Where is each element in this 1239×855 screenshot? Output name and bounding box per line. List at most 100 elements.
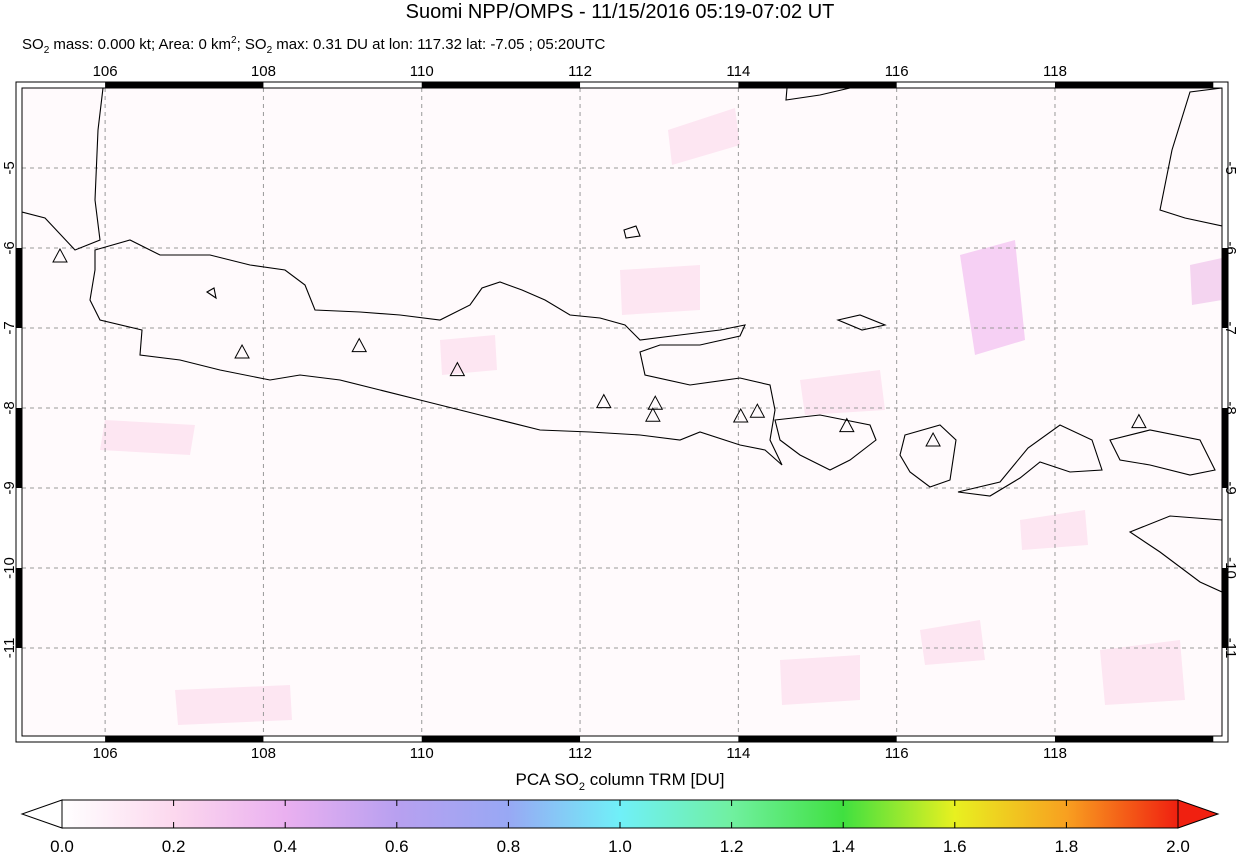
border-bar [16,408,22,488]
colorbar-tick-label: 1.6 [943,837,967,855]
x-tick-label: 112 [568,745,592,762]
x-tick-label: 106 [93,63,118,80]
x-tick-label: 116 [885,745,909,762]
x-tick-label: 118 [1043,63,1067,80]
colorbar-label-part: column TRM [DU] [585,770,725,789]
volcano [595,393,612,409]
volcano [1131,413,1147,429]
volcano [52,247,68,263]
colorbar-tick-label: 1.0 [608,837,632,855]
colorbar-under [20,799,63,829]
volcano [645,407,661,422]
x-tick-label: 108 [251,63,276,80]
x-tick-label: 112 [568,63,592,80]
title: Suomi NPP/OMPS - 11/15/2016 05:19-07:02 … [406,1,835,23]
volcano [449,361,466,377]
border-bar [1054,82,1214,88]
border-bar [105,736,264,742]
coastline [89,239,783,466]
y-tick-label: -6 [1222,241,1239,254]
coastline [785,88,851,101]
map-background [22,88,1222,736]
colorbar-tick-label: 1.8 [1055,837,1079,855]
border-bar [1222,248,1228,328]
y-tick-label: -11 [1,638,18,659]
colorbar-label-part: 2 [579,781,585,793]
colorbar-over [1177,799,1220,829]
coastline [205,287,217,300]
colorbar-tick-label: 0.2 [162,837,186,855]
colorbar-tick-label: 0.0 [50,837,74,855]
x-tick-label: 114 [726,745,750,762]
y-tick-label: -9 [1222,481,1239,494]
colorbar-tick-label: 1.4 [831,837,855,855]
x-tick-label: 110 [410,745,434,762]
border-bar [16,248,22,328]
y-tick-label: -9 [1,481,18,494]
subtitle-part: 2 [231,35,237,46]
y-tick-label: -5 [1222,161,1239,174]
y-tick-label: -11 [1222,638,1239,659]
y-tick-label: -8 [1,401,18,414]
x-tick-label: 116 [885,63,909,80]
border-bar [16,568,22,648]
y-tick-label: -10 [1222,557,1239,579]
subtitle-part: max: 0.31 DU at lon: 117.32 lat: -7.05 ;… [272,36,605,53]
coastline [774,414,877,471]
colorbar-tick-label: 2.0 [1166,837,1190,855]
subtitle-part: mass: 0.000 kt; Area: 0 km [49,36,231,53]
colorbar-tick-label: 0.8 [497,837,521,855]
coastline [623,225,641,239]
y-tick-label: -8 [1222,401,1239,414]
volcano [925,431,941,447]
x-tick-label: 106 [93,745,118,762]
colorbar-tick-label: 0.4 [273,837,297,855]
y-tick-label: -6 [1,241,18,254]
map-axes: 106 106 108 108 110 110 112 112 114 114 116 116 118 1… [1,63,1239,762]
y-tick-label: -7 [1,321,18,334]
border-bar [738,736,897,742]
border-bar [421,736,581,742]
volcano [234,343,250,359]
y-tick-label: -10 [1,557,18,579]
volcano [351,337,368,353]
volcanoes [52,247,1147,447]
volcano [838,417,855,433]
map [22,88,1222,736]
border-bar [1222,568,1228,648]
coastlines [22,88,1222,593]
x-tick-label: 114 [726,63,750,80]
x-tick-label: 110 [410,63,434,80]
coastline [1128,515,1222,593]
volcano [732,407,749,423]
so2-cells [100,108,1222,725]
subtitle-part: 2 [44,45,50,56]
subtitle-part: ; SO [237,36,267,53]
colorbar-label: PCA SO2 column TRM [DU] [516,770,725,793]
volcano [749,403,766,418]
colorbar-tick-label: 0.6 [385,837,409,855]
y-tick-label: -5 [1,161,18,174]
subtitle-part: SO [22,36,44,53]
y-tick-label: -7 [1222,321,1239,334]
border-bar [105,82,264,88]
border-bar [738,82,897,88]
subtitle: SO2 mass: 0.000 kt; Area: 0 km2; SO2 max… [22,35,606,56]
coastline [836,314,887,331]
border-outline [15,81,1229,743]
border-bar [1222,408,1228,488]
colorbar-tick-label: 1.2 [720,837,744,855]
volcano [647,395,664,410]
x-tick-label: 118 [1043,745,1067,762]
border-bar [1054,736,1214,742]
subtitle-part: 2 [267,45,273,56]
map-border [15,81,1229,743]
x-tick-label: 108 [251,745,276,762]
colorbar-ticks: 0.0 0.2 0.4 0.6 0.8 1.0 1.2 1.4 1.6 1.8 2.0 [50,800,1190,855]
coastline [957,424,1103,497]
coastline [1159,88,1222,227]
border-bar [421,82,581,88]
coastline [899,424,957,488]
colorbar-label-part: PCA SO [516,770,579,789]
